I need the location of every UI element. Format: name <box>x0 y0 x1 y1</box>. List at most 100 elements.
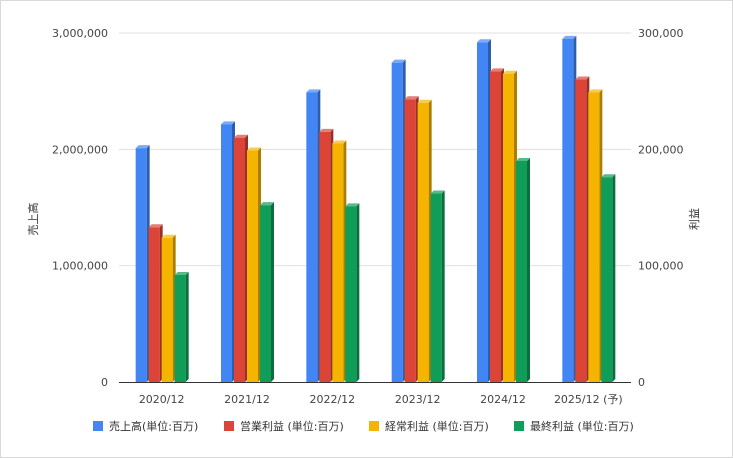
bar-front <box>260 205 271 382</box>
category-label: 2020/12 <box>139 393 185 406</box>
bar-top <box>174 271 189 275</box>
y-tick-right: 300,000 <box>638 27 684 40</box>
bar-right-series-1 <box>490 68 504 382</box>
bar-right-series-1 <box>234 134 248 382</box>
bar-top <box>161 234 176 238</box>
bar-front <box>161 237 173 382</box>
bar-side <box>441 190 445 382</box>
bar-front <box>575 79 587 383</box>
bar-right-series-1 <box>148 224 163 382</box>
legend-label: 売上高(単位:百万) <box>109 419 198 433</box>
bar-top <box>601 174 616 178</box>
legend-swatch <box>369 421 379 431</box>
bar-left-series-0 <box>306 89 321 382</box>
bar-right-series-2 <box>247 147 261 382</box>
category-label: 2024/12 <box>480 393 526 406</box>
bar-front <box>490 71 501 382</box>
bar-top <box>306 89 321 93</box>
legend-item: 最終利益 (単位:百万) <box>514 419 634 433</box>
bar-front <box>477 42 488 382</box>
bar-right-series-1 <box>319 128 334 382</box>
bar-top <box>490 68 504 72</box>
category-label: 2025/12 (予) <box>554 393 623 406</box>
y-tick-right: 0 <box>638 376 645 389</box>
legend-item: 営業利益 (単位:百万) <box>224 419 344 433</box>
legend-swatch <box>224 421 234 431</box>
bar-top <box>221 121 235 125</box>
bar-front <box>417 102 429 383</box>
bar-front <box>562 38 574 383</box>
category-label: 2023/12 <box>395 393 441 406</box>
bar-left-series-0 <box>221 121 235 383</box>
right-y-ticks: 0 100,000 200,000 300,000 <box>638 27 684 389</box>
bar-front <box>391 62 403 382</box>
bar-front <box>332 143 344 382</box>
legend: 売上高(単位:百万) 営業利益 (単位:百万) 経常利益 (単位:百万) 最終利益 (… <box>93 419 634 433</box>
bar-left-series-0 <box>562 35 577 383</box>
y-tick-left: 0 <box>101 376 108 389</box>
left-y-ticks: 0 1,000,000 2,000,000 3,000,000 <box>52 27 108 389</box>
bar-front <box>135 148 147 382</box>
bar-top <box>135 145 150 149</box>
bar-front <box>601 177 613 382</box>
y-axis-title-left: 売上高 <box>26 203 40 236</box>
bar-right-series-2 <box>588 89 603 382</box>
bar-right-series-3 <box>174 271 189 382</box>
bar-right-series-2 <box>161 234 176 382</box>
y-tick-left: 3,000,000 <box>52 27 108 40</box>
bar-front <box>247 150 258 382</box>
bar-top <box>260 202 274 206</box>
bars <box>135 35 616 383</box>
bar-right-series-2 <box>332 140 347 382</box>
legend-label: 営業利益 (単位:百万) <box>240 419 344 433</box>
bar-top <box>562 35 577 39</box>
y-tick-left: 2,000,000 <box>52 143 108 156</box>
bar-top <box>148 224 163 228</box>
bar-front <box>588 92 600 382</box>
bar-front <box>234 137 245 382</box>
gridlines <box>119 32 631 267</box>
bar-top <box>404 96 419 100</box>
bar-top <box>345 203 360 207</box>
bar-top <box>430 190 445 194</box>
category-labels: 2020/12 2021/12 2022/12 2023/12 2024/12 2025/… <box>139 393 623 406</box>
bar-front <box>404 99 416 382</box>
legend-swatch <box>514 421 524 431</box>
bar-top <box>516 157 530 161</box>
bar-front <box>345 206 357 382</box>
bar-right-series-3 <box>260 202 274 382</box>
bar-front <box>148 227 160 382</box>
bar-front <box>516 160 527 382</box>
legend-label: 経常利益 (単位:百万) <box>385 419 489 433</box>
bar-top <box>503 70 517 74</box>
bar-side <box>612 174 616 382</box>
bar-right-series-1 <box>404 96 419 382</box>
legend-label: 最終利益 (単位:百万) <box>530 419 634 433</box>
legend-swatch <box>93 421 103 431</box>
bar-side <box>271 202 274 382</box>
bar-right-series-2 <box>417 99 432 383</box>
bar-top <box>247 147 261 151</box>
y-tick-right: 100,000 <box>638 260 684 273</box>
bar-right-series-3 <box>516 157 530 382</box>
bar-side <box>185 271 189 382</box>
bar-front <box>430 193 442 382</box>
bar-left-series-0 <box>477 39 491 382</box>
bar-right-series-3 <box>430 190 445 382</box>
y-tick-left: 1,000,000 <box>52 260 108 273</box>
category-label: 2021/12 <box>224 393 270 406</box>
bar-side <box>527 157 530 382</box>
bar-top <box>391 59 406 63</box>
bar-front <box>319 131 331 382</box>
bar-front <box>221 124 232 383</box>
bar-left-series-0 <box>135 145 150 382</box>
bar-front <box>503 73 514 382</box>
y-axis-title-right: 利益 <box>687 208 701 230</box>
bar-front <box>306 92 318 382</box>
bar-top <box>332 140 347 144</box>
bar-top <box>575 76 590 80</box>
bar-right-series-2 <box>503 70 517 382</box>
bar-left-series-0 <box>391 59 406 382</box>
